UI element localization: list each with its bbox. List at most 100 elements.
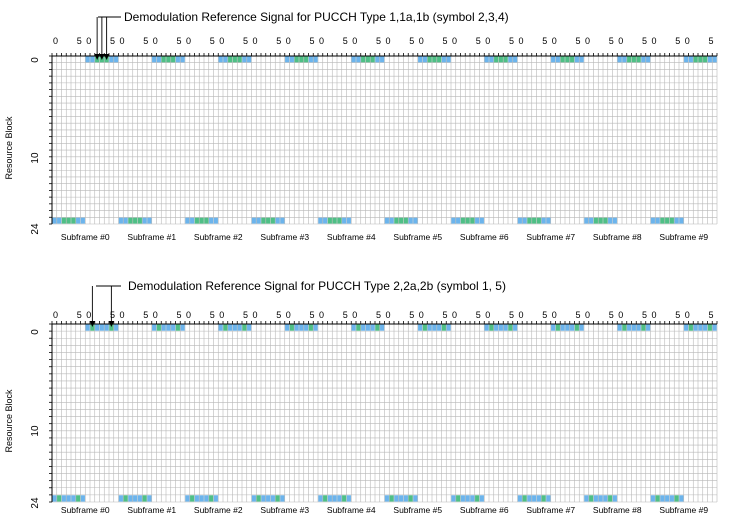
pucch-cell xyxy=(251,217,256,224)
pucch-cell xyxy=(370,324,375,331)
dmrs-cell xyxy=(261,217,266,224)
pucch-cell xyxy=(275,217,280,224)
dmrs-cell xyxy=(275,495,280,502)
pucch-cell xyxy=(247,324,252,331)
dmrs-cell xyxy=(156,324,161,331)
x-tick-label: 5 xyxy=(409,310,414,320)
x-tick-label: 5 xyxy=(509,36,514,46)
pucch-cell xyxy=(166,324,171,331)
pucch-cell xyxy=(375,56,380,63)
x-tick-label: 0 xyxy=(419,36,424,46)
pucch-cell xyxy=(460,495,465,502)
x-tick-label: 0 xyxy=(618,36,623,46)
pucch-cell xyxy=(437,324,442,331)
x-tick-label: 0 xyxy=(153,36,158,46)
dmrs-cell xyxy=(299,56,304,63)
pucch-cell xyxy=(698,324,703,331)
x-tick-label: 5 xyxy=(77,310,82,320)
pucch-cell xyxy=(313,56,318,63)
pucch-cell xyxy=(707,56,712,63)
pucch-cell xyxy=(228,324,233,331)
x-tick-label: 0 xyxy=(685,310,690,320)
dmrs-cell xyxy=(669,217,674,224)
pucch-cell xyxy=(451,217,456,224)
dmrs-cell xyxy=(522,495,527,502)
dmrs-cell xyxy=(194,217,199,224)
x-tick-label: 0 xyxy=(253,36,258,46)
pucch-cell xyxy=(403,495,408,502)
subframe-label: Subframe #8 xyxy=(593,232,642,242)
x-tick-label: 5 xyxy=(376,310,381,320)
x-tick-label: 5 xyxy=(343,36,348,46)
x-tick-label: 5 xyxy=(276,310,281,320)
pucch-cell xyxy=(413,217,418,224)
pucch-cell xyxy=(365,324,370,331)
pucch-cell xyxy=(80,217,85,224)
dmrs-cell xyxy=(674,495,679,502)
dmrs-cell xyxy=(460,217,465,224)
dmrs-cell xyxy=(570,56,575,63)
pucch-cell xyxy=(185,217,190,224)
pucch-cell xyxy=(237,324,242,331)
pucch-cell xyxy=(517,217,522,224)
x-tick-label: 5 xyxy=(542,310,547,320)
pucch-cell xyxy=(494,324,499,331)
pucch-cell xyxy=(498,324,503,331)
x-tick-label: 5 xyxy=(509,310,514,320)
dmrs-cell xyxy=(565,56,570,63)
dmrs-cell xyxy=(190,495,195,502)
pucch-cell xyxy=(109,56,114,63)
x-tick-label: 5 xyxy=(542,36,547,46)
pucch-cell xyxy=(213,495,218,502)
pucch-cell xyxy=(323,217,328,224)
y-tick-label: 0 xyxy=(30,57,41,63)
dmrs-cell xyxy=(270,217,275,224)
pucch-cell xyxy=(299,324,304,331)
dmrs-cell xyxy=(693,56,698,63)
pucch-cell xyxy=(180,56,185,63)
pucch-cell xyxy=(484,324,489,331)
x-tick-label: 0 xyxy=(319,36,324,46)
pucch-cell xyxy=(489,56,494,63)
pucch-cell xyxy=(147,495,152,502)
subframe-label: Subframe #6 xyxy=(460,232,509,242)
dmrs-cell xyxy=(123,495,128,502)
dmrs-cell xyxy=(437,56,442,63)
x-tick-label: 0 xyxy=(485,310,490,320)
dmrs-cell xyxy=(541,495,546,502)
pucch-cell xyxy=(171,324,176,331)
pucch-cell xyxy=(384,217,389,224)
dmrs-cell xyxy=(237,56,242,63)
pucch-cell xyxy=(114,56,119,63)
subframe-label: Subframe #0 xyxy=(61,232,110,242)
pucch-cell xyxy=(669,495,674,502)
pucch-cell xyxy=(361,324,366,331)
pucch-cell xyxy=(190,217,195,224)
dmrs-cell xyxy=(209,495,214,502)
subframe-label: Subframe #0 xyxy=(61,505,110,515)
pucch-cell xyxy=(133,495,138,502)
x-tick-label: 5 xyxy=(443,36,448,46)
x-tick-label: 5 xyxy=(576,310,581,320)
pucch-cell xyxy=(432,324,437,331)
x-tick-label: 5 xyxy=(310,310,315,320)
dmrs-cell xyxy=(660,217,665,224)
x-tick-label: 5 xyxy=(77,36,82,46)
x-tick-label: 5 xyxy=(476,310,481,320)
pucch-cell xyxy=(703,324,708,331)
pucch-cell xyxy=(655,217,660,224)
dmrs-cell xyxy=(323,495,328,502)
x-tick-label: 0 xyxy=(286,36,291,46)
pucch-cell xyxy=(80,495,85,502)
pucch-cell xyxy=(517,495,522,502)
pucch-cell xyxy=(194,495,199,502)
pucch-cell xyxy=(394,495,399,502)
dmrs-cell xyxy=(465,217,470,224)
y-tick-label: 24 xyxy=(30,223,41,235)
x-tick-label: 5 xyxy=(143,36,148,46)
x-tick-label: 5 xyxy=(110,36,115,46)
subframe-label: Subframe #9 xyxy=(659,232,708,242)
x-tick-label: 0 xyxy=(685,36,690,46)
subframe-label: Subframe #4 xyxy=(327,505,376,515)
